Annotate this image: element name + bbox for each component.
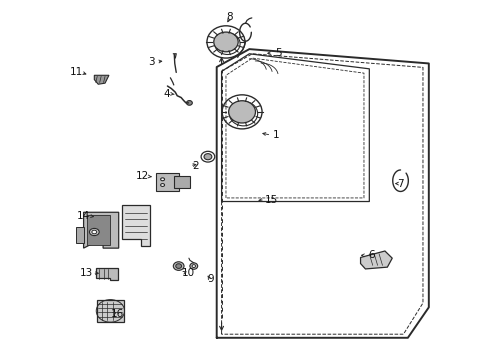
Ellipse shape [203,154,211,160]
Text: 7: 7 [396,179,403,189]
Text: 16: 16 [111,310,124,319]
Polygon shape [76,226,83,243]
Polygon shape [360,251,391,269]
Ellipse shape [92,230,97,234]
Polygon shape [122,205,150,246]
Text: 11: 11 [69,67,83,77]
Polygon shape [156,173,179,192]
Text: 14: 14 [77,211,90,221]
Text: 15: 15 [264,195,277,205]
Text: 3: 3 [148,57,155,67]
Polygon shape [174,176,189,188]
Text: 4: 4 [163,89,169,99]
Ellipse shape [213,32,238,52]
Polygon shape [96,268,118,280]
Polygon shape [83,212,119,248]
Polygon shape [94,75,109,84]
Ellipse shape [160,184,164,186]
Text: 12: 12 [135,171,148,181]
Ellipse shape [186,100,192,105]
Text: 8: 8 [226,12,233,22]
Text: 5: 5 [275,48,282,58]
Text: 6: 6 [367,250,374,260]
Polygon shape [97,300,123,321]
Ellipse shape [173,262,183,270]
Text: 1: 1 [272,130,279,140]
Ellipse shape [175,264,181,269]
Text: 13: 13 [79,268,92,278]
Polygon shape [87,215,110,244]
Ellipse shape [192,265,195,267]
Ellipse shape [89,228,99,235]
Ellipse shape [228,101,255,123]
Ellipse shape [160,178,164,181]
Text: 10: 10 [182,268,195,278]
Ellipse shape [189,263,197,269]
Text: 9: 9 [206,274,213,284]
Text: 2: 2 [192,161,199,171]
